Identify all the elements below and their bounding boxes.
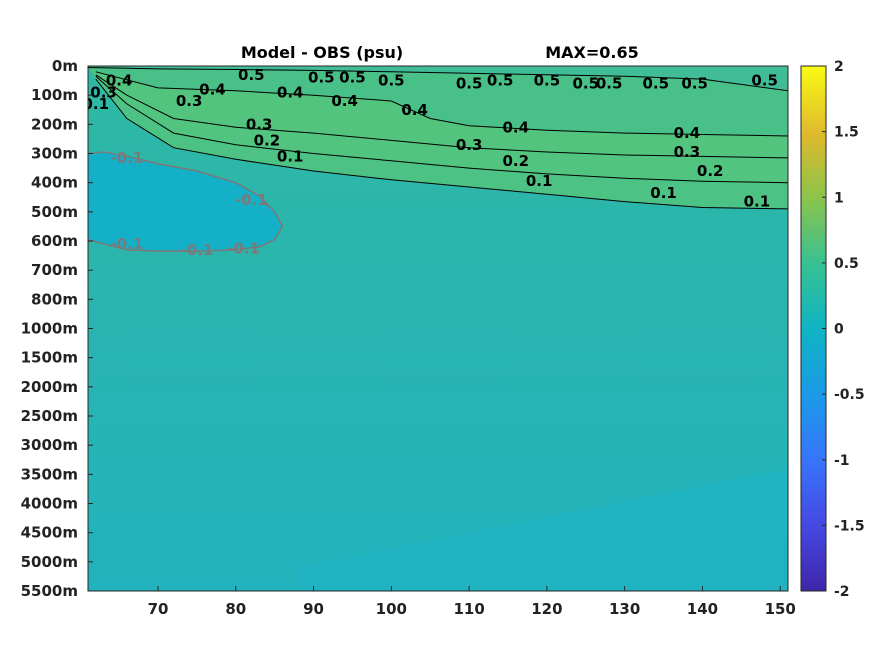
y-tick-label: 1500m <box>21 349 78 367</box>
y-tick-label: 300m <box>31 145 78 163</box>
contour-label: 0.5 <box>308 69 335 87</box>
contour-label: 0.4 <box>674 124 701 142</box>
x-tick-label: 120 <box>531 600 562 618</box>
y-tick-label: 4500m <box>21 524 78 542</box>
contour-label: 0.5 <box>378 72 405 90</box>
contour-line-0.4 <box>95 71 788 137</box>
chart-title: Model - OBS (psu) <box>241 43 403 62</box>
colorbar-tick-label: 2 <box>834 59 844 75</box>
band-0.5 <box>88 66 788 91</box>
deep-region <box>298 468 788 591</box>
y-tick-label: 3500m <box>21 465 78 483</box>
contour-line-0.2 <box>95 75 788 184</box>
contour-label: 0.5 <box>681 75 708 93</box>
max-annotation: MAX=0.65 <box>545 43 639 62</box>
y-tick-label: 600m <box>31 232 78 250</box>
colorbar-tick-label: -0.5 <box>834 387 865 403</box>
x-tick-label: 130 <box>609 600 640 618</box>
contour-line-0.5 <box>88 67 788 92</box>
y-tick-label: 100m <box>31 86 78 104</box>
y-axis: 0m 100m 200m 300m 400m 500m 600m 700m 800m 1000m 1… <box>21 57 93 600</box>
contour-label-negative: -0.1 <box>110 149 143 167</box>
colorbar-tick-label: -2 <box>834 584 850 600</box>
y-tick-label: 5000m <box>21 553 78 571</box>
contour-label: 0.3 <box>176 92 203 110</box>
x-tick-label: 80 <box>225 600 246 618</box>
y-tick-label: 200m <box>31 115 78 133</box>
colorbar-tick-label: -1 <box>834 453 850 469</box>
contour-label: 0.3 <box>674 143 701 161</box>
contour-label: 0.3 <box>246 115 273 133</box>
colorbar-ticks: 2 1.5 1 0.5 0 -0.5 -1 -1.5 -2 <box>822 59 865 600</box>
contour-line-0.3 <box>95 74 788 159</box>
contour-label: 0.4 <box>277 83 304 101</box>
filled-regions <box>88 66 788 591</box>
contour-line-neg-m0.1 <box>88 151 284 252</box>
contour-label-negative: -0.1 <box>235 191 268 209</box>
contour-label: 0.4 <box>401 101 428 119</box>
x-tick-label: 70 <box>148 600 169 618</box>
contour-label: 0.2 <box>502 152 529 170</box>
contour-label: 0.2 <box>254 131 281 149</box>
contour-label: 0.5 <box>642 75 669 93</box>
colorbar-tick-label: 0 <box>834 322 844 338</box>
contour-label-negative: -0.1 <box>227 239 260 257</box>
contour-label: 0.4 <box>502 118 529 136</box>
x-axis: 70 80 90 100 110 120 130 140 150 <box>148 586 796 618</box>
y-tick-label: 1000m <box>21 320 78 338</box>
contour-label: 0.5 <box>238 66 265 84</box>
contour-label-negative: -0.1 <box>180 241 213 259</box>
contour-label: 0.4 <box>106 72 133 90</box>
y-tick-label: 400m <box>31 174 78 192</box>
y-tick-label: 800m <box>31 290 78 308</box>
contour-label: 0.5 <box>339 69 366 87</box>
contour-label: 0.5 <box>456 75 483 93</box>
x-tick-label: 90 <box>303 600 324 618</box>
contour-line-0.1 <box>95 78 788 210</box>
colorbar-tick-label: -1.5 <box>834 518 865 534</box>
colorbar-tick-label: 1 <box>834 190 844 206</box>
contour-label: 0.5 <box>751 72 778 90</box>
contour-label: 0.4 <box>331 92 358 110</box>
contour-label: 0.1 <box>82 95 109 113</box>
contour-label: 0.2 <box>697 162 724 180</box>
contour-lines <box>88 67 788 252</box>
y-tick-label: 700m <box>31 261 78 279</box>
plot-area: 0.40.30.10.40.30.50.40.5 0.50.40.50.40.5 0… <box>82 66 788 591</box>
contour-label: 0.3 <box>456 136 483 154</box>
y-tick-label: 4000m <box>21 495 78 513</box>
y-tick-label: 0m <box>52 57 78 75</box>
y-tick-label: 500m <box>31 203 78 221</box>
band-0.4 <box>88 66 788 136</box>
x-tick-label: 150 <box>765 600 796 618</box>
contour-label: 0.5 <box>596 75 623 93</box>
contour-label: 0.1 <box>744 193 771 211</box>
contour-labels: 0.40.30.10.40.30.50.40.5 0.50.40.50.40.5 0… <box>82 66 778 259</box>
negative-region <box>88 152 283 252</box>
colorbar: 2 1.5 1 0.5 0 -0.5 -1 -1.5 -2 <box>800 59 865 600</box>
contour-label: 0.3 <box>90 83 117 101</box>
contour-label-negative: -0.1 <box>110 235 143 253</box>
x-tick-label: 140 <box>687 600 718 618</box>
y-tick-label: 5500m <box>21 582 78 600</box>
contour-label: 0.4 <box>199 80 226 98</box>
contour-label: 0.5 <box>534 72 561 90</box>
colorbar-tick-label: 1.5 <box>834 125 859 141</box>
contour-label: 0.5 <box>572 75 599 93</box>
contour-label: 0.1 <box>526 172 553 190</box>
x-tick-label: 110 <box>453 600 484 618</box>
y-tick-label: 2500m <box>21 407 78 425</box>
x-tick-label: 100 <box>376 600 407 618</box>
contour-label: 0.5 <box>487 72 514 90</box>
contour-label: 0.1 <box>277 147 304 165</box>
y-tick-label: 2000m <box>21 378 78 396</box>
contour-label: 0.1 <box>650 184 677 202</box>
colorbar-tick-label: 0.5 <box>834 256 859 272</box>
y-tick-label: 3000m <box>21 436 78 454</box>
